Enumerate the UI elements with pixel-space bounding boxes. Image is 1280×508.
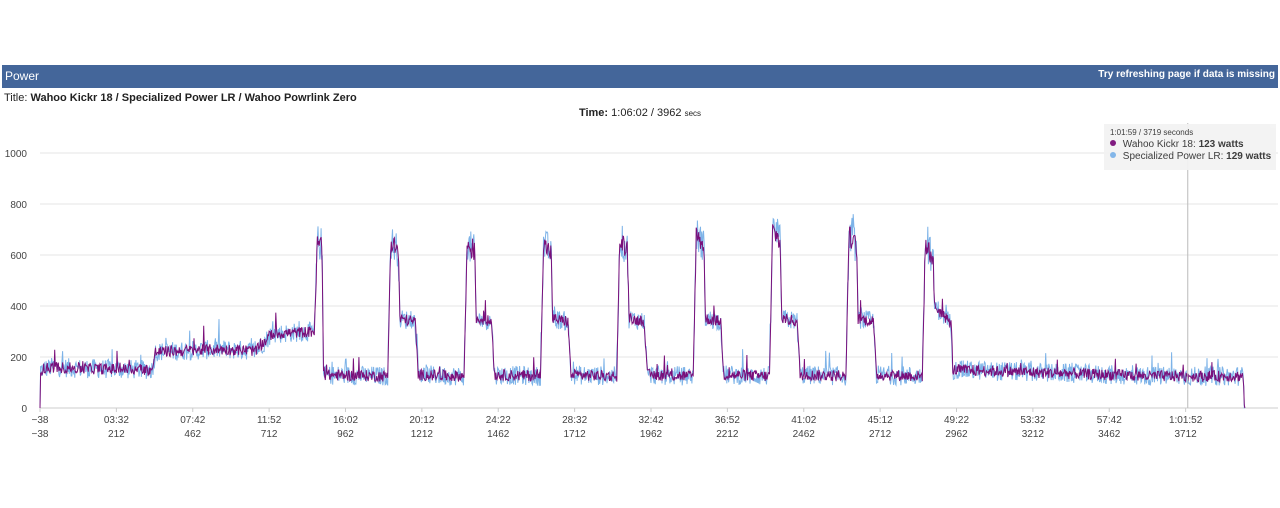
series-line-specialized-power-lr — [39, 214, 1245, 409]
ride-title-label: Title: — [4, 92, 28, 104]
x-tick-label-clock: 07:42 — [180, 415, 205, 426]
x-tick-label-seconds: −38 — [32, 429, 49, 440]
x-tick-label-seconds: 1962 — [640, 429, 663, 440]
x-tick-label-clock: 03:32 — [104, 415, 129, 426]
y-tick-label: 1000 — [5, 149, 28, 160]
hover-tooltip: 1:01:59 / 3719 seconds Wahoo Kickr 18: 1… — [1104, 124, 1276, 170]
tooltip-series-name: Wahoo Kickr 18 — [1122, 139, 1193, 150]
tooltip-time: 1:01:59 — [1110, 128, 1137, 137]
tooltip-row-kickr: Wahoo Kickr 18: 123 watts — [1110, 139, 1270, 151]
x-tick-label-seconds: 2462 — [793, 429, 816, 440]
x-tick-label-seconds: 1212 — [411, 429, 434, 440]
x-tick-label-seconds: 712 — [261, 429, 278, 440]
x-tick-label-clock: 45:12 — [868, 415, 893, 426]
series-dot-icon — [1110, 152, 1116, 158]
x-tick-label-clock: 28:32 — [562, 415, 587, 426]
x-axis: −38 −38 03:32 212 07:42 462 11:52 712 16:02 962 20… — [32, 408, 1203, 440]
x-tick-label-seconds: 3212 — [1022, 429, 1045, 440]
x-tick-label-seconds: 462 — [184, 429, 201, 440]
chart-series — [39, 214, 1246, 409]
y-tick-label: 400 — [10, 302, 27, 313]
series-dot-icon — [1110, 140, 1116, 146]
tooltip-series-value: 129 watts — [1226, 151, 1272, 162]
x-tick-label-seconds: 3712 — [1175, 429, 1198, 440]
series-line-wahoo-kickr-18 — [39, 224, 1246, 409]
x-tick-label-clock: 36:52 — [715, 415, 740, 426]
time-seconds: 3962 — [657, 107, 682, 119]
ride-title: Title: Wahoo Kickr 18 / Specialized Powe… — [4, 92, 357, 104]
x-tick-label-clock: 20:12 — [409, 415, 434, 426]
tooltip-row-specialized: Specialized Power LR: 129 watts — [1110, 151, 1272, 163]
x-tick-label-clock: 53:32 — [1020, 415, 1045, 426]
x-tick-label-clock: 32:42 — [638, 415, 663, 426]
y-tick-label: 800 — [10, 200, 27, 211]
y-tick-label: 600 — [10, 251, 27, 262]
x-tick-label-clock: 1:01:52 — [1169, 415, 1203, 426]
tooltip-header: 1:01:59 / 3719 seconds — [1110, 128, 1194, 137]
refresh-hint: Try refreshing page if data is missing — [1098, 69, 1275, 80]
x-tick-label-clock: 41:02 — [791, 415, 816, 426]
x-tick-label-seconds: 2212 — [716, 429, 739, 440]
x-tick-label-seconds: 1712 — [564, 429, 587, 440]
y-tick-label: 200 — [10, 353, 27, 364]
time-value: 1:06:02 — [611, 107, 648, 119]
panel-header: Power Try refreshing page if data is mis… — [2, 65, 1278, 88]
time-summary: Time: 1:06:02 / 3962 secs — [0, 107, 1280, 119]
tooltip-series-value: 123 watts — [1198, 139, 1244, 150]
y-tick-label: 0 — [21, 404, 27, 415]
ride-title-value: Wahoo Kickr 18 / Specialized Power LR / … — [30, 92, 357, 104]
tooltip-series-name: Specialized Power LR — [1122, 151, 1221, 162]
x-tick-label-seconds: 1462 — [487, 429, 510, 440]
time-unit: secs — [684, 109, 702, 118]
x-tick-label-seconds: 2962 — [945, 429, 968, 440]
tooltip-seconds: 3719 seconds — [1143, 128, 1194, 137]
x-tick-label-clock: −38 — [32, 415, 49, 426]
x-tick-label-seconds: 962 — [337, 429, 354, 440]
time-label: Time: — [578, 107, 609, 119]
x-tick-label-clock: 16:02 — [333, 415, 358, 426]
x-tick-label-seconds: 2712 — [869, 429, 892, 440]
x-tick-label-seconds: 212 — [108, 429, 125, 440]
x-tick-label-clock: 57:42 — [1097, 415, 1122, 426]
x-tick-label-clock: 49:22 — [944, 415, 969, 426]
panel-title: Power — [5, 69, 40, 83]
x-tick-label-seconds: 3462 — [1098, 429, 1121, 440]
y-axis: 0 200 400 600 800 1000 — [5, 149, 28, 415]
x-tick-label-clock: 11:52 — [257, 415, 282, 426]
time-separator: / — [650, 107, 654, 119]
x-tick-label-clock: 24:22 — [486, 415, 511, 426]
